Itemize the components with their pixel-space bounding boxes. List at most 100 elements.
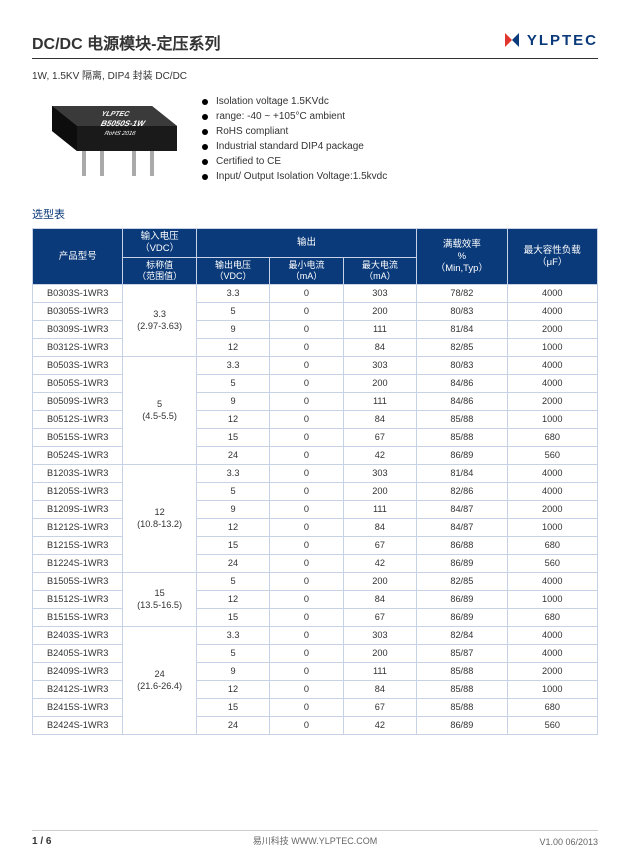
cell-pn: B0503S-1WR3 — [33, 357, 123, 375]
feature-item: Industrial standard DIP4 package — [202, 141, 598, 152]
table-row: B0505S-1WR35020084/864000 — [33, 375, 598, 393]
cell-eff: 85/88 — [417, 411, 507, 429]
cell-eff: 86/89 — [417, 447, 507, 465]
cell-cap: 2000 — [507, 501, 597, 519]
cell-imax: 84 — [343, 681, 416, 699]
cell-imin: 0 — [270, 429, 343, 447]
cell-input: 15(13.5-16.5) — [123, 573, 196, 627]
table-row: B1212S-1WR31208484/871000 — [33, 519, 598, 537]
doc-title: DC/DC 电源模块-定压系列 — [32, 30, 220, 54]
cell-eff: 84/86 — [417, 375, 507, 393]
cell-cap: 4000 — [507, 303, 597, 321]
cell-imin: 0 — [270, 465, 343, 483]
svg-text:YLPTEC: YLPTEC — [100, 109, 132, 118]
cell-imax: 67 — [343, 699, 416, 717]
cell-imax: 42 — [343, 717, 416, 735]
table-row: B2415S-1WR31506785/88680 — [33, 699, 598, 717]
feature-text: Industrial standard DIP4 package — [216, 141, 364, 152]
table-row: B0515S-1WR31506785/88680 — [33, 429, 598, 447]
cell-pn: B2403S-1WR3 — [33, 627, 123, 645]
cell-input: 24(21.6-26.4) — [123, 627, 196, 735]
cell-pn: B1203S-1WR3 — [33, 465, 123, 483]
feature-text: range: -40 ~ +105°C ambient — [216, 111, 345, 122]
cell-cap: 560 — [507, 555, 597, 573]
cell-eff: 85/88 — [417, 663, 507, 681]
cell-imax: 84 — [343, 591, 416, 609]
cell-imax: 67 — [343, 429, 416, 447]
cell-eff: 80/83 — [417, 303, 507, 321]
cell-imin: 0 — [270, 339, 343, 357]
cell-cap: 680 — [507, 537, 597, 555]
cell-imax: 111 — [343, 501, 416, 519]
cell-imax: 303 — [343, 357, 416, 375]
cell-eff: 85/87 — [417, 645, 507, 663]
cell-vout: 12 — [196, 339, 269, 357]
th-cap: 最大容性负载（μF） — [507, 229, 597, 285]
cell-vout: 3.3 — [196, 357, 269, 375]
cell-pn: B1512S-1WR3 — [33, 591, 123, 609]
th-input-nominal: 标称值（范围值） — [123, 257, 196, 285]
cell-eff: 82/84 — [417, 627, 507, 645]
footer-company: 易川科技 WWW.YLPTEC.COM — [0, 834, 630, 847]
cell-eff: 86/89 — [417, 609, 507, 627]
cell-imin: 0 — [270, 609, 343, 627]
svg-text:B5050S-1W: B5050S-1W — [99, 118, 147, 127]
cell-imin: 0 — [270, 501, 343, 519]
cell-cap: 680 — [507, 429, 597, 447]
cell-vout: 5 — [196, 375, 269, 393]
brand-mark-icon — [503, 31, 521, 49]
cell-eff: 86/89 — [417, 555, 507, 573]
th-out-imin: 最小电流（mA） — [270, 257, 343, 285]
table-row: B1205S-1WR35020082/864000 — [33, 483, 598, 501]
cell-cap: 1000 — [507, 681, 597, 699]
th-out-v: 输出电压（VDC） — [196, 257, 269, 285]
feature-item: Isolation voltage 1.5KVdc — [202, 96, 598, 107]
cell-imin: 0 — [270, 285, 343, 303]
cell-imax: 67 — [343, 537, 416, 555]
cell-vout: 5 — [196, 573, 269, 591]
cell-imin: 0 — [270, 519, 343, 537]
cell-vout: 3.3 — [196, 627, 269, 645]
svg-text:RoHS 2016: RoHS 2016 — [103, 130, 137, 137]
feature-text: RoHS compliant — [216, 126, 288, 137]
cell-vout: 12 — [196, 519, 269, 537]
cell-pn: B2409S-1WR3 — [33, 663, 123, 681]
cell-pn: B1505S-1WR3 — [33, 573, 123, 591]
cell-pn: B0505S-1WR3 — [33, 375, 123, 393]
cell-imax: 303 — [343, 285, 416, 303]
cell-cap: 2000 — [507, 663, 597, 681]
cell-pn: B0303S-1WR3 — [33, 285, 123, 303]
feature-item: Input/ Output Isolation Voltage:1.5kvdc — [202, 171, 598, 182]
cell-vout: 15 — [196, 699, 269, 717]
cell-pn: B1212S-1WR3 — [33, 519, 123, 537]
cell-input: 12(10.8-13.2) — [123, 465, 196, 573]
cell-pn: B1515S-1WR3 — [33, 609, 123, 627]
cell-imax: 111 — [343, 393, 416, 411]
cell-cap: 680 — [507, 609, 597, 627]
cell-pn: B1205S-1WR3 — [33, 483, 123, 501]
cell-vout: 5 — [196, 483, 269, 501]
cell-imin: 0 — [270, 663, 343, 681]
selection-table: 产品型号 输入电压（VDC） 输出 满载效率%（Min,Typ） 最大容性负载（… — [32, 228, 598, 735]
brand-logo: YLPTEC — [503, 31, 598, 49]
cell-eff: 86/89 — [417, 717, 507, 735]
cell-cap: 560 — [507, 447, 597, 465]
table-row: B2424S-1WR32404286/89560 — [33, 717, 598, 735]
page-header: DC/DC 电源模块-定压系列 YLPTEC — [32, 30, 598, 59]
cell-input: 5(4.5-5.5) — [123, 357, 196, 465]
cell-imax: 67 — [343, 609, 416, 627]
table-row: B1209S-1WR39011184/872000 — [33, 501, 598, 519]
cell-imax: 200 — [343, 375, 416, 393]
cell-pn: B0305S-1WR3 — [33, 303, 123, 321]
th-eff: 满载效率%（Min,Typ） — [417, 229, 507, 285]
cell-imax: 84 — [343, 519, 416, 537]
cell-vout: 5 — [196, 303, 269, 321]
cell-cap: 4000 — [507, 285, 597, 303]
cell-vout: 5 — [196, 645, 269, 663]
cell-vout: 9 — [196, 663, 269, 681]
feature-item: range: -40 ~ +105°C ambient — [202, 111, 598, 122]
cell-pn: B0309S-1WR3 — [33, 321, 123, 339]
cell-imin: 0 — [270, 699, 343, 717]
cell-cap: 1000 — [507, 411, 597, 429]
cell-pn: B2405S-1WR3 — [33, 645, 123, 663]
